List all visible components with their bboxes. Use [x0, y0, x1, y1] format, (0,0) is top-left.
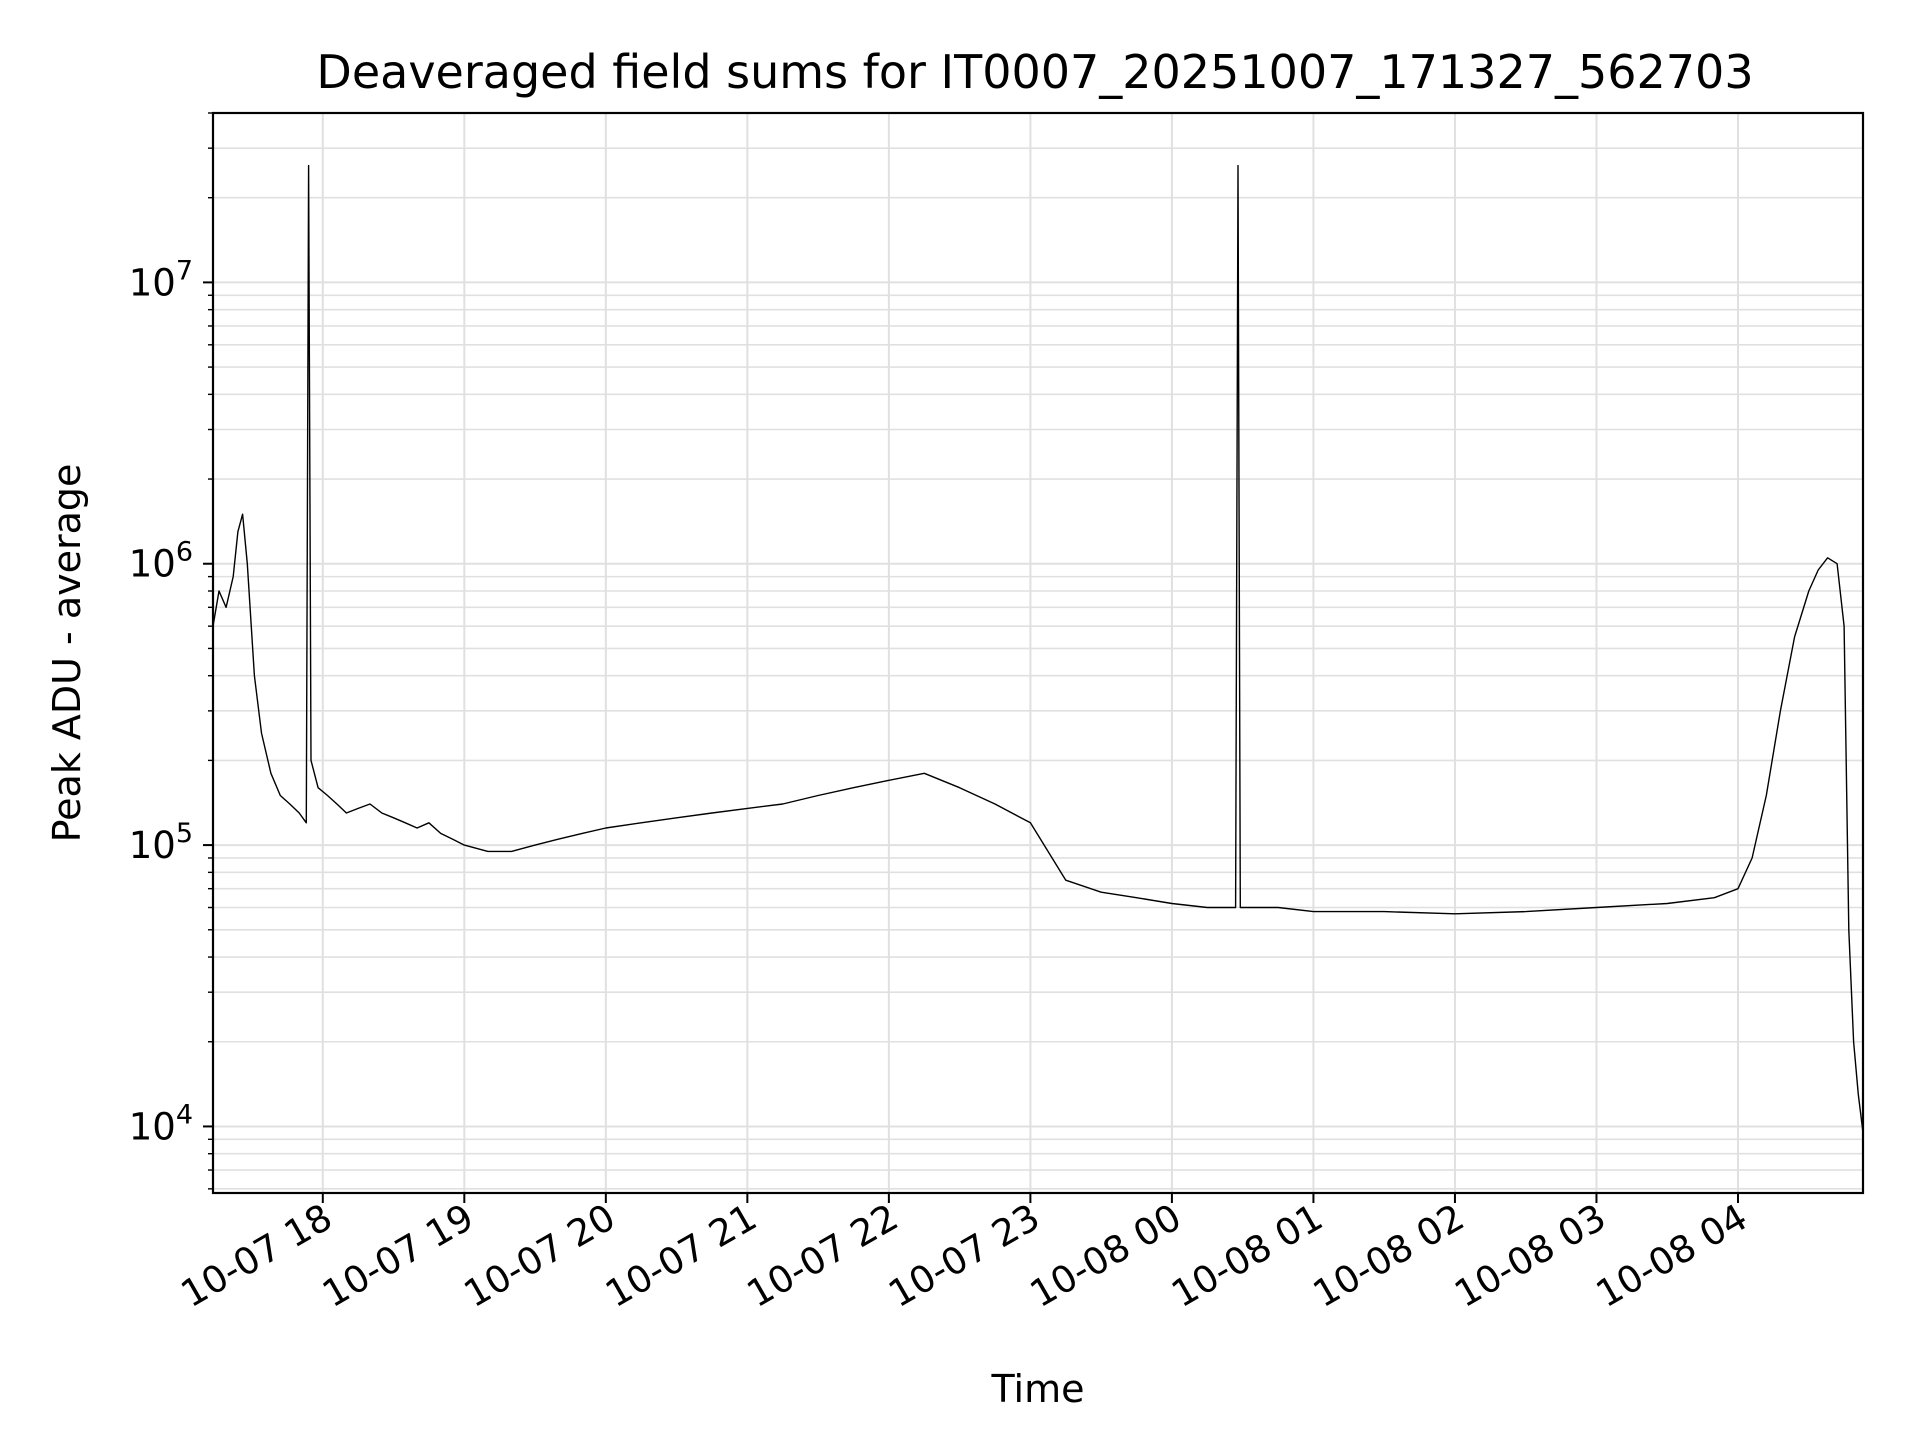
x-tick-label: 10-08 02 — [1306, 1196, 1472, 1316]
y-axis: 104 105 106 107 — [129, 112, 213, 1190]
x-tick-label: 10-08 04 — [1589, 1196, 1755, 1316]
x-tick-label: 10-08 01 — [1164, 1196, 1330, 1316]
y-tick-label: 106 — [129, 537, 193, 586]
y-axis-title: Peak ADU - average — [45, 464, 89, 843]
x-tick-label: 10-08 03 — [1447, 1196, 1613, 1316]
x-tick-label: 10-08 00 — [1023, 1196, 1189, 1316]
y-tick-label: 104 — [129, 1099, 193, 1148]
data-series-line — [212, 164, 1864, 1133]
chart-title: Deaveraged field sums for IT0007_2025100… — [316, 45, 1753, 99]
x-tick-label: 10-07 19 — [315, 1196, 481, 1316]
y-tick-label: 107 — [129, 255, 193, 304]
x-tick-label: 10-07 21 — [598, 1196, 764, 1316]
x-tick-label: 10-07 18 — [174, 1196, 340, 1316]
grid-layer — [213, 112, 1863, 1193]
y-tick-label: 105 — [129, 818, 193, 867]
x-tick-label: 10-07 20 — [457, 1196, 623, 1316]
x-tick-label: 10-07 23 — [881, 1196, 1047, 1316]
series-layer — [212, 164, 1864, 1133]
x-tick-label: 10-07 22 — [740, 1196, 906, 1316]
plot-frame — [211, 111, 1865, 1195]
x-axis-title: Time — [991, 1367, 1085, 1411]
